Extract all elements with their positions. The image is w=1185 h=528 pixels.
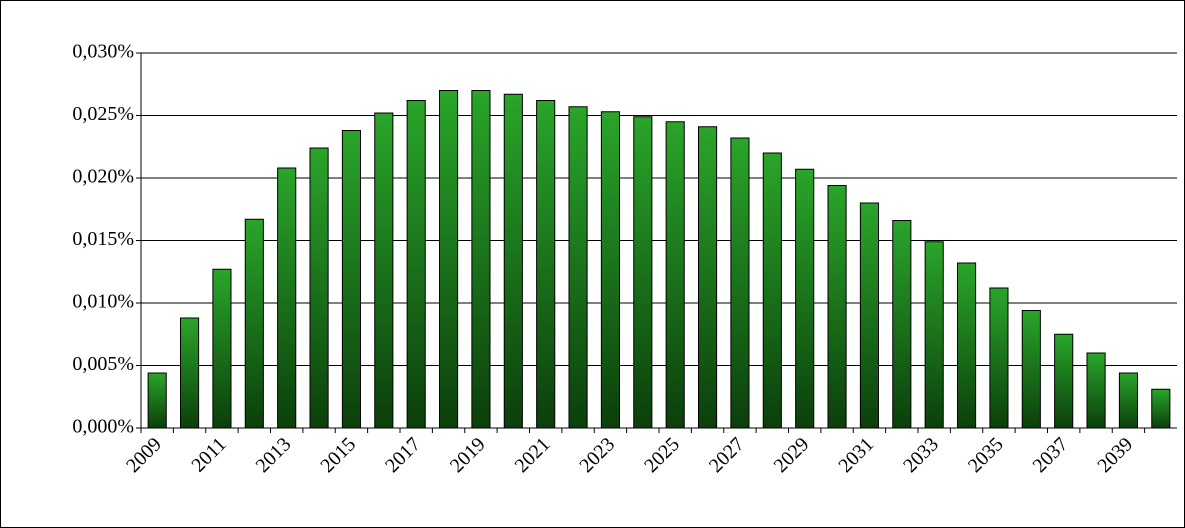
y-tick-label: 0,010% xyxy=(72,291,134,313)
y-tick-label: 0,025% xyxy=(72,103,134,125)
y-tick-label: 0,030% xyxy=(72,41,134,63)
bar xyxy=(341,130,362,429)
bar xyxy=(924,241,944,429)
bar xyxy=(600,111,621,429)
y-tick-label: 0,005% xyxy=(72,353,134,375)
bar xyxy=(795,168,815,429)
bar xyxy=(438,90,459,429)
bar xyxy=(471,90,491,429)
bar xyxy=(503,93,523,429)
bar xyxy=(212,268,232,429)
bar xyxy=(859,202,880,429)
bar xyxy=(1021,310,1041,429)
bar xyxy=(1054,333,1074,429)
bar xyxy=(956,262,977,429)
bar xyxy=(665,121,685,429)
bar xyxy=(1151,388,1171,429)
bar xyxy=(147,372,167,429)
y-tick-label: 0,000% xyxy=(72,416,134,438)
bar xyxy=(989,287,1009,429)
y-tick-label: 0,020% xyxy=(72,166,134,188)
bar xyxy=(406,100,426,429)
bar xyxy=(536,100,556,429)
bar xyxy=(309,147,329,429)
bar xyxy=(697,126,718,429)
bar xyxy=(1086,352,1106,429)
bar xyxy=(568,106,588,429)
bar xyxy=(277,167,297,429)
bar xyxy=(633,116,653,429)
bar xyxy=(374,112,394,429)
bar xyxy=(827,185,847,429)
bar xyxy=(244,218,264,429)
bar xyxy=(762,152,782,429)
bar xyxy=(1118,372,1139,429)
bar xyxy=(730,137,750,429)
bar xyxy=(179,317,200,429)
y-tick-label: 0,015% xyxy=(72,228,134,250)
bar xyxy=(892,220,912,429)
